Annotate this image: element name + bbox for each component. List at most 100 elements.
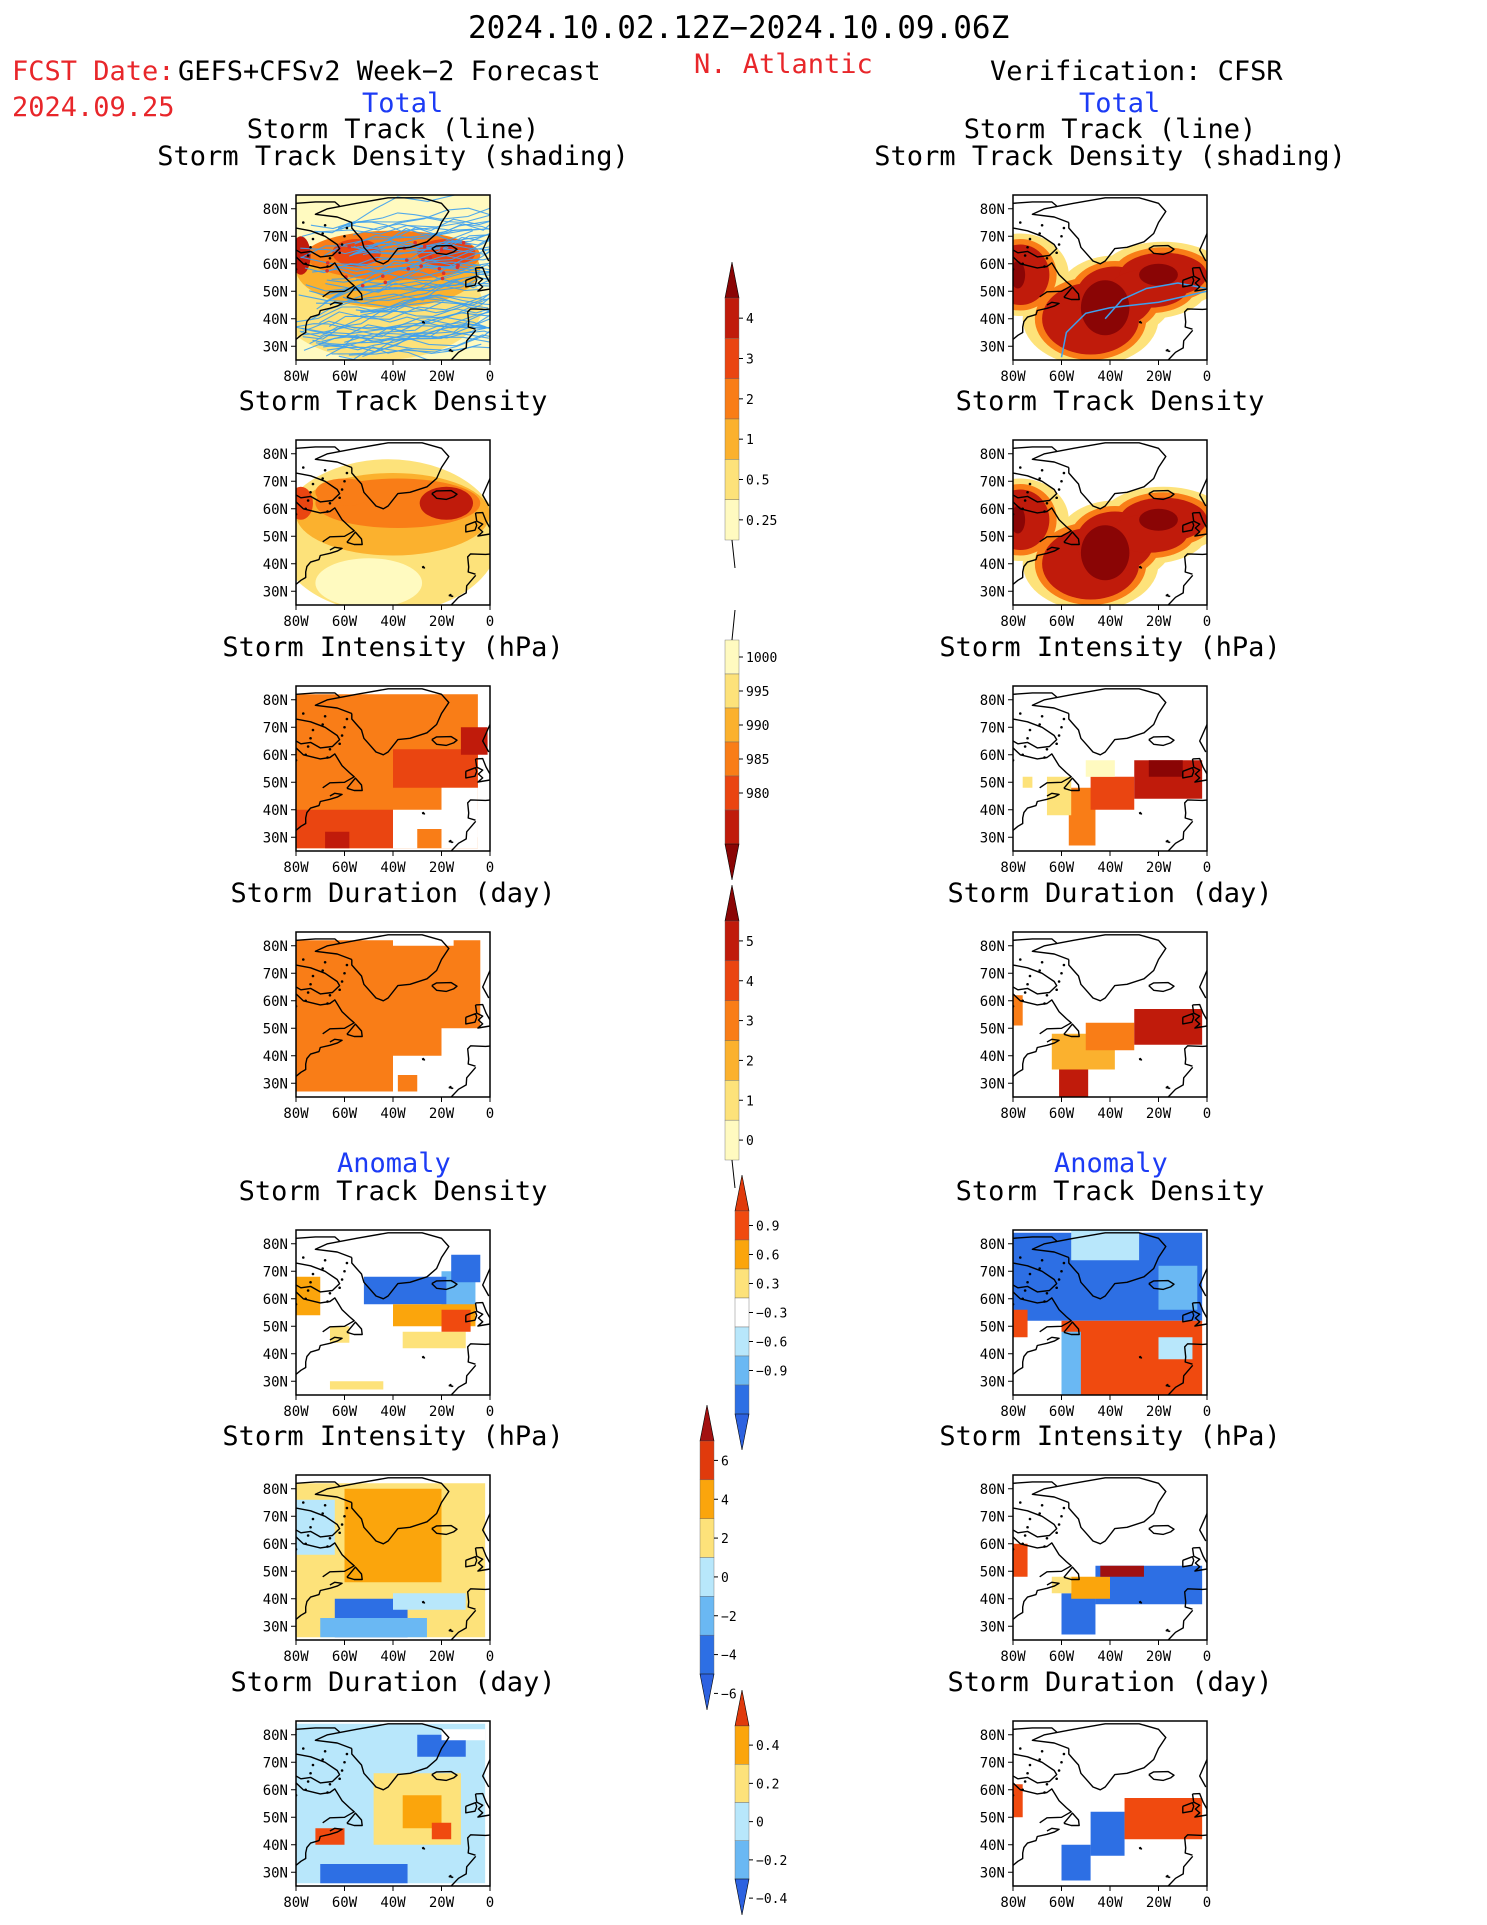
y-tick-label: 60N — [980, 502, 1005, 518]
y-tick-label: 60N — [263, 502, 288, 518]
panel-shading — [1013, 688, 1207, 851]
coastline-segment — [1063, 1566, 1080, 1581]
track-marker — [461, 240, 466, 245]
grid-cell — [1022, 776, 1033, 788]
coastline-segment — [1165, 1383, 1169, 1387]
y-tick-label: 60N — [980, 994, 1005, 1010]
island-dot — [1043, 1791, 1046, 1794]
island-dot — [309, 490, 312, 494]
x-tick-label: 80W — [283, 614, 309, 630]
coastline-segment — [1167, 841, 1171, 844]
y-tick-label: 50N — [263, 775, 288, 791]
island-dot — [1043, 1300, 1046, 1303]
island-dot — [1055, 496, 1058, 500]
x-tick-label: 20W — [429, 1404, 455, 1420]
x-tick-label: 60W — [1049, 1404, 1075, 1420]
island-dot — [345, 226, 349, 230]
island-dot — [301, 958, 305, 961]
island-dot — [1060, 971, 1063, 975]
panel-title: Storm Intensity (hPa) — [222, 1421, 564, 1452]
x-tick-label: 80W — [1000, 614, 1026, 630]
x-tick-label: 40W — [1097, 860, 1123, 876]
colorbar-label: 0.2 — [756, 1777, 779, 1792]
coastline-segment — [1183, 553, 1207, 575]
track-marker — [428, 255, 433, 260]
coastline-segment — [1138, 565, 1143, 569]
coastline-segment — [1063, 1812, 1080, 1827]
island-dot — [306, 254, 310, 257]
colorbar-segment — [734, 1802, 750, 1841]
island-dot — [1060, 1269, 1063, 1273]
island-dot — [304, 507, 308, 511]
island-dot — [1038, 1758, 1041, 1761]
colorbar-duration: 5 4 3 2 1 0 — [724, 884, 754, 1189]
x-tick-label: 20W — [1146, 369, 1172, 385]
island-dot — [1060, 725, 1063, 729]
grid-cell — [441, 787, 478, 838]
coastline-segment — [1013, 301, 1060, 340]
x-tick-label: 40W — [380, 1106, 406, 1122]
y-tick-label: 40N — [263, 1838, 288, 1854]
island-dot — [306, 1289, 310, 1292]
coastline-segment — [451, 1385, 454, 1388]
fcst-label: FCST Date: — [12, 56, 175, 87]
coastline-segment — [1013, 1038, 1060, 1077]
ensemble-track-line — [361, 232, 490, 251]
y-tick-label: 40N — [980, 557, 1005, 573]
y-tick-label: 70N — [263, 474, 288, 490]
grid-cell — [393, 1593, 466, 1610]
coastline-segment — [1167, 1364, 1194, 1395]
x-tick-label: 0 — [486, 614, 494, 630]
island-dot — [338, 496, 341, 500]
coastline-segment — [1167, 1066, 1194, 1097]
coastline-segment — [1138, 1355, 1143, 1359]
y-tick-label: 30N — [263, 1865, 288, 1881]
island-dot — [1055, 988, 1058, 992]
island-dot — [1018, 712, 1022, 715]
coastline-segment — [296, 1536, 355, 1578]
y-tick-label: 60N — [263, 994, 288, 1010]
grid-cell — [1059, 1069, 1089, 1097]
island-dot — [345, 963, 349, 967]
coastline-segment — [1182, 276, 1195, 288]
y-tick-label: 30N — [980, 830, 1005, 846]
colorbar-label: 0 — [756, 1816, 764, 1831]
x-tick-label: 80W — [1000, 1649, 1026, 1665]
island-dot — [1026, 736, 1029, 740]
x-tick-label: 80W — [1000, 860, 1026, 876]
island-dot — [311, 1763, 315, 1767]
coastline-segment — [1198, 724, 1207, 753]
x-tick-label: 20W — [1146, 1106, 1172, 1122]
y-tick-label: 50N — [980, 1021, 1005, 1037]
coastline-segment — [1063, 777, 1080, 792]
island-dot — [340, 734, 344, 737]
total-left-label: Total — [362, 88, 444, 119]
ensemble-track-line — [310, 195, 458, 230]
coastline-segment — [448, 1874, 452, 1878]
map-panel-verification-2: 80N 70N 60N 50N 40N 30N 80W 60W 40W 20W 0 — [980, 685, 1211, 876]
grid-cell — [431, 1822, 452, 1840]
coastline-segment — [1182, 1013, 1195, 1025]
coastline-segment — [296, 256, 355, 298]
ensemble-track-line — [312, 264, 490, 276]
x-tick-label: 40W — [1097, 614, 1123, 630]
coastline-segment — [451, 841, 454, 844]
track-marker — [380, 274, 385, 278]
island-dot — [338, 251, 341, 255]
coastline-segment — [1031, 1232, 1167, 1300]
coastline-segment — [1031, 197, 1167, 265]
island-dot — [1023, 991, 1027, 994]
colorbar-segment — [699, 1440, 715, 1481]
y-tick-label: 40N — [263, 312, 288, 328]
track-marker — [440, 276, 445, 281]
island-dot — [304, 1542, 308, 1546]
x-tick-label: 60W — [1049, 614, 1075, 630]
coastline-segment — [1013, 718, 1058, 749]
island-dot — [309, 736, 312, 740]
coastline-segment — [1013, 1581, 1060, 1620]
ensemble-track-line — [325, 339, 490, 357]
island-dot — [323, 1749, 327, 1753]
island-dot — [321, 1758, 324, 1761]
coastline-segment — [296, 546, 343, 585]
x-tick-label: 40W — [1097, 1404, 1123, 1420]
